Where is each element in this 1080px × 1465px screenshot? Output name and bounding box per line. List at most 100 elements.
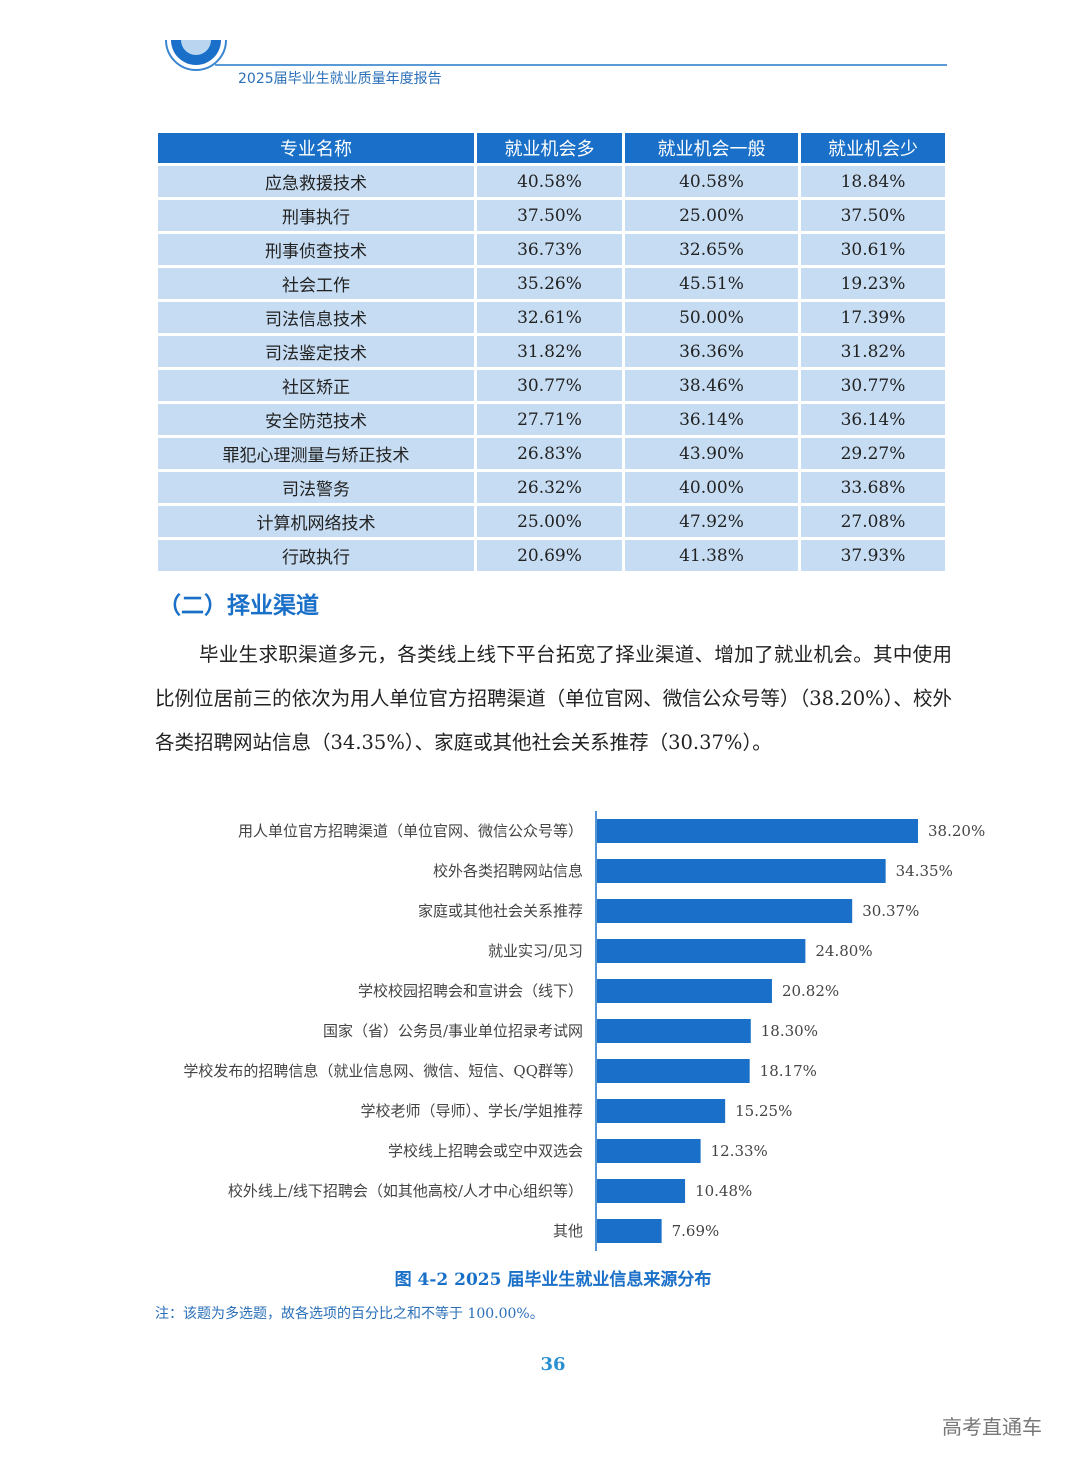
major-name-cell: 计算机网络技术 (158, 506, 474, 537)
major-name-cell: 司法警务 (158, 472, 474, 503)
major-name-cell: 安全防范技术 (158, 404, 474, 435)
percent-cell: 47.92% (625, 506, 798, 537)
percent-cell: 35.26% (477, 268, 622, 299)
table-row: 行政执行 20.69% 41.38% 37.93% (158, 540, 945, 571)
chart-caption: 图 4-2 2025 届毕业生就业信息来源分布 (394, 1270, 712, 1290)
data-label: 20.82% (782, 982, 839, 1000)
bar (597, 859, 886, 883)
chart-note: 注：该题为多选题，故各选项的百分比之和不等于 100.00%。 (155, 1306, 544, 1322)
percent-cell: 40.00% (625, 472, 798, 503)
data-label: 18.30% (761, 1022, 818, 1040)
percent-cell: 31.82% (477, 336, 622, 367)
percent-cell: 30.77% (801, 370, 945, 401)
bar (597, 1099, 726, 1123)
bar (597, 899, 853, 923)
category-label: 用人单位官方招聘渠道（单位官网、微信公众号等） (238, 822, 583, 840)
bar (597, 1019, 751, 1043)
data-label: 38.20% (928, 822, 985, 840)
percent-cell: 40.58% (477, 166, 622, 197)
category-label: 国家（省）公务员/事业单位招录考试网 (323, 1022, 583, 1040)
percent-cell: 27.71% (477, 404, 622, 435)
data-label: 30.37% (862, 902, 919, 920)
category-label: 校外线上/线下招聘会（如其他高校/人才中心组织等） (228, 1182, 583, 1200)
table-row: 刑事执行 37.50% 25.00% 37.50% (158, 200, 945, 231)
table-row: 司法信息技术 32.61% 50.00% 17.39% (158, 302, 945, 333)
percent-cell: 36.73% (477, 234, 622, 265)
major-name-cell: 罪犯心理测量与矫正技术 (158, 438, 474, 469)
data-label: 15.25% (735, 1102, 792, 1120)
table-row: 罪犯心理测量与矫正技术 26.83% 43.90% 29.27% (158, 438, 945, 469)
category-label: 家庭或其他社会关系推荐 (418, 902, 583, 920)
section-paragraph: 毕业生求职渠道多元，各类线上线下平台拓宽了择业渠道、增加了就业机会。其中使用比例… (155, 643, 952, 754)
table-row: 司法警务 26.32% 40.00% 33.68% (158, 472, 945, 503)
table-row: 安全防范技术 27.71% 36.14% 36.14% (158, 404, 945, 435)
percent-cell: 20.69% (477, 540, 622, 571)
category-label: 学校老师（导师）、学长/学姐推荐 (360, 1102, 583, 1120)
category-label: 学校发布的招聘信息（就业信息网、微信、短信、QQ群等） (183, 1062, 583, 1080)
percent-cell: 32.61% (477, 302, 622, 333)
column-header: 就业机会一般 (625, 133, 798, 163)
percent-cell: 45.51% (625, 268, 798, 299)
bar (597, 939, 806, 963)
percent-cell: 26.32% (477, 472, 622, 503)
bar (597, 819, 918, 843)
percent-cell: 27.08% (801, 506, 945, 537)
column-header: 专业名称 (158, 133, 474, 163)
major-name-cell: 司法鉴定技术 (158, 336, 474, 367)
table-row: 应急救援技术 40.58% 40.58% 18.84% (158, 166, 945, 197)
percent-cell: 36.14% (801, 404, 945, 435)
column-header: 就业机会多 (477, 133, 622, 163)
percent-cell: 25.00% (625, 200, 798, 231)
info-source-bar-chart: 用人单位官方招聘渠道（单位官网、微信公众号等） 38.20% 校外各类招聘网站信息 3… (183, 811, 985, 1251)
major-name-cell: 社区矫正 (158, 370, 474, 401)
percent-cell: 18.84% (801, 166, 945, 197)
watermark: 高考直通车 (942, 1415, 1042, 1439)
percent-cell: 38.46% (625, 370, 798, 401)
data-label: 24.80% (815, 942, 872, 960)
page-number: 36 (540, 1354, 566, 1375)
percent-cell: 31.82% (801, 336, 945, 367)
data-label: 7.69% (672, 1222, 720, 1240)
report-header-title: 2025届毕业生就业质量年度报告 (238, 71, 442, 87)
percent-cell: 19.23% (801, 268, 945, 299)
table-row: 计算机网络技术 25.00% 47.92% 27.08% (158, 506, 945, 537)
percent-cell: 29.27% (801, 438, 945, 469)
bar (597, 1219, 662, 1243)
table-row: 社会工作 35.26% 45.51% 19.23% (158, 268, 945, 299)
data-label: 18.17% (760, 1062, 817, 1080)
percent-cell: 43.90% (625, 438, 798, 469)
column-header: 就业机会少 (801, 133, 945, 163)
major-name-cell: 社会工作 (158, 268, 474, 299)
category-label: 其他 (553, 1222, 583, 1240)
table-row: 社区矫正 30.77% 38.46% 30.77% (158, 370, 945, 401)
percent-cell: 33.68% (801, 472, 945, 503)
major-name-cell: 刑事执行 (158, 200, 474, 231)
percent-cell: 40.58% (625, 166, 798, 197)
data-label: 10.48% (695, 1182, 752, 1200)
table-header-row: 专业名称 就业机会多 就业机会一般 就业机会少 (158, 133, 945, 163)
data-label: 12.33% (711, 1142, 768, 1160)
category-label: 就业实习/见习 (488, 942, 583, 960)
bar (597, 1139, 701, 1163)
percent-cell: 25.00% (477, 506, 622, 537)
data-label: 34.35% (896, 862, 953, 880)
report-logo-icon (165, 40, 227, 71)
percent-cell: 37.50% (477, 200, 622, 231)
section-heading: （二）择业渠道 (158, 593, 319, 619)
major-name-cell: 刑事侦查技术 (158, 234, 474, 265)
percent-cell: 36.14% (625, 404, 798, 435)
percent-cell: 17.39% (801, 302, 945, 333)
major-employment-table: 专业名称 就业机会多 就业机会一般 就业机会少 应急救援技术 40.58% 40.5… (155, 130, 948, 574)
percent-cell: 36.36% (625, 336, 798, 367)
percent-cell: 41.38% (625, 540, 798, 571)
category-label: 校外各类招聘网站信息 (433, 862, 583, 880)
percent-cell: 32.65% (625, 234, 798, 265)
table-row: 司法鉴定技术 31.82% 36.36% 31.82% (158, 336, 945, 367)
percent-cell: 50.00% (625, 302, 798, 333)
table-row: 刑事侦查技术 36.73% 32.65% 30.61% (158, 234, 945, 265)
major-name-cell: 行政执行 (158, 540, 474, 571)
category-label: 学校线上招聘会或空中双选会 (388, 1142, 583, 1160)
percent-cell: 37.93% (801, 540, 945, 571)
bar (597, 979, 772, 1003)
